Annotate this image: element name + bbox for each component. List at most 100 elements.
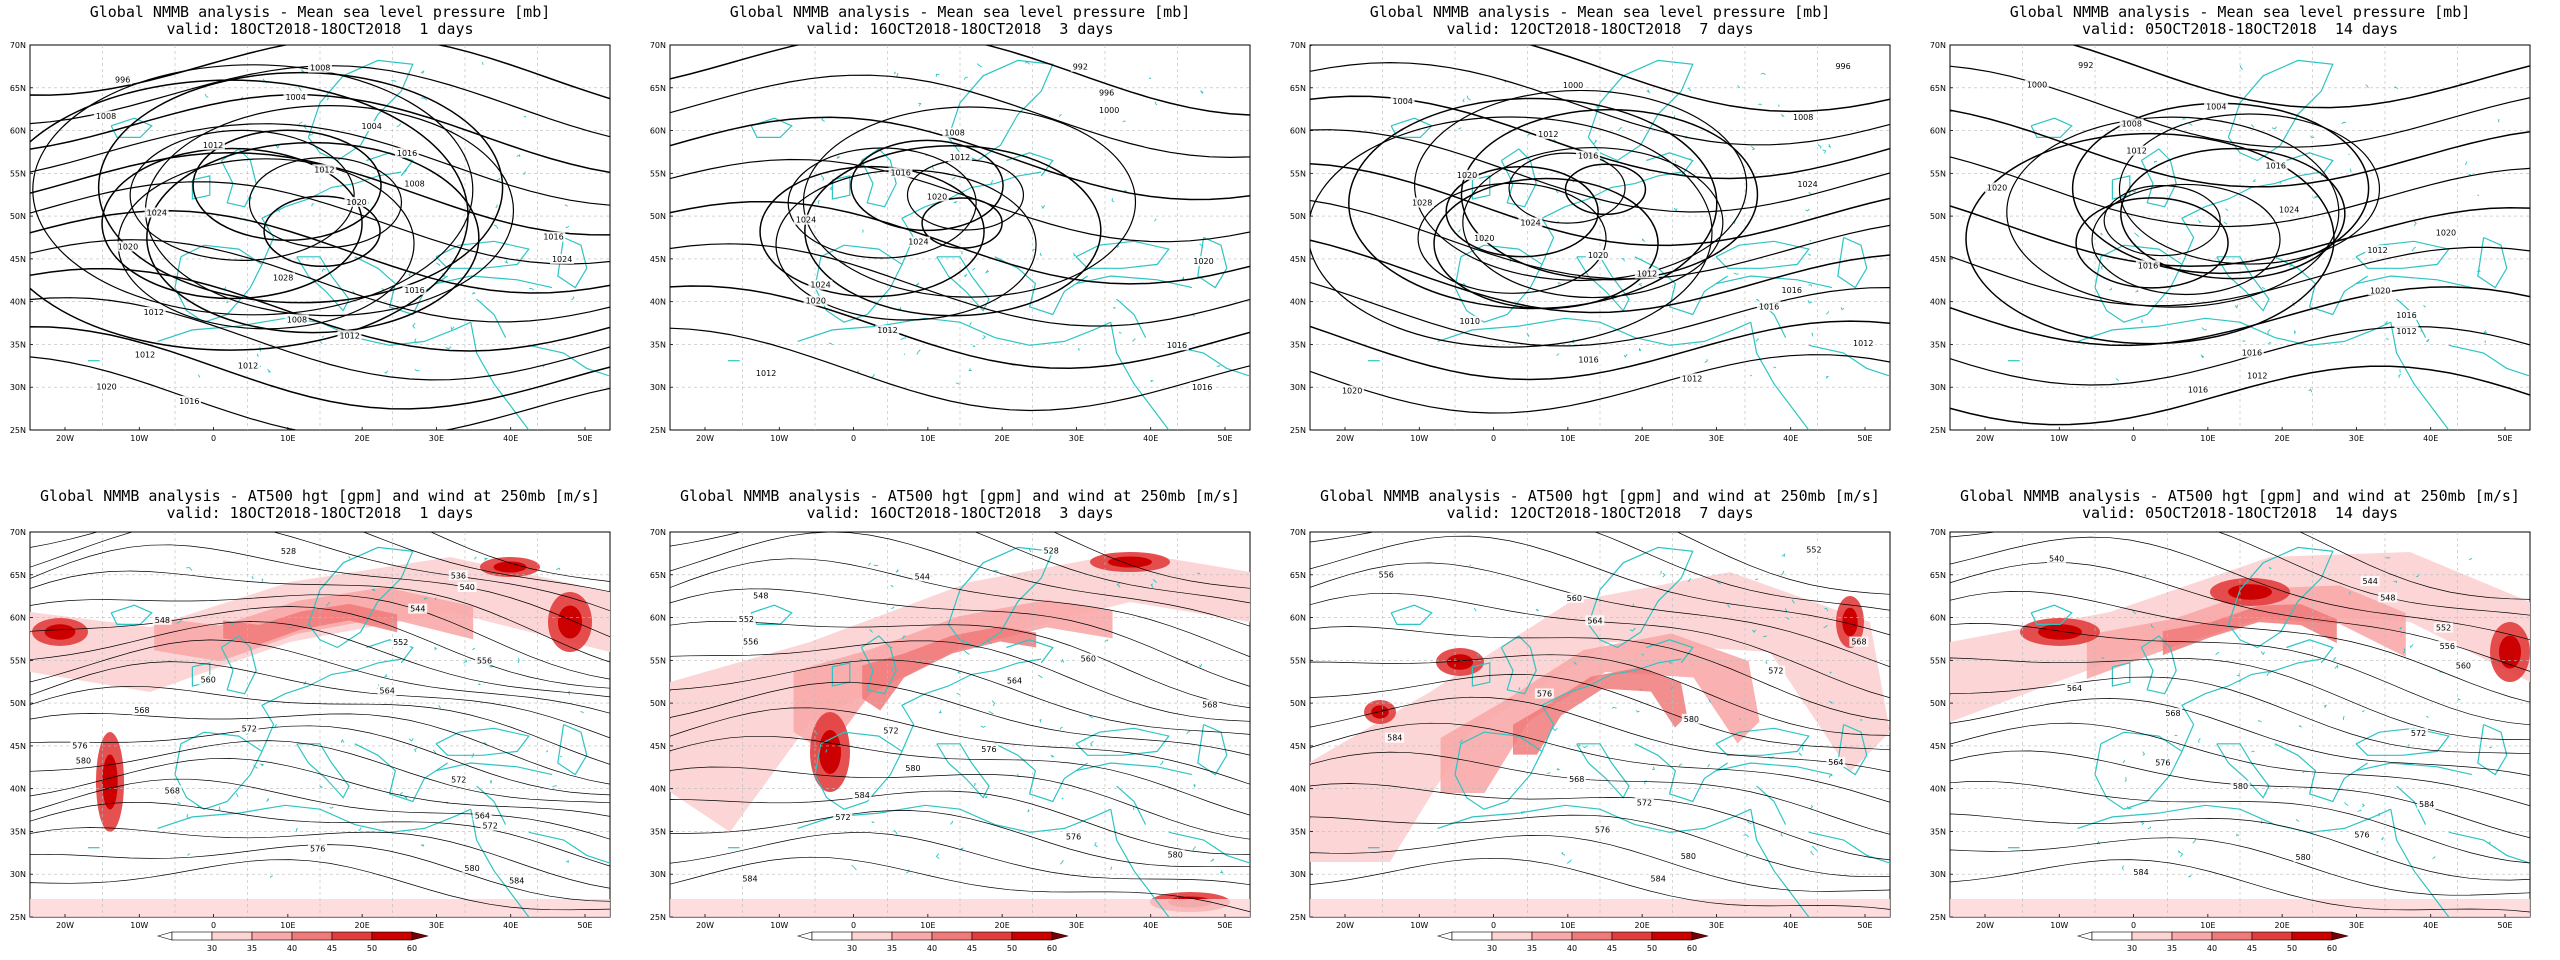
lon-tick-label: 20E <box>355 921 370 930</box>
contour-label: 1016 <box>1167 341 1187 350</box>
lat-tick-label: 70N <box>10 41 26 50</box>
contour-label: 576 <box>1537 689 1552 698</box>
contour-line <box>30 594 610 680</box>
colorbar-swatch <box>2171 931 2213 941</box>
lat-tick-label: 35N <box>1930 340 1946 349</box>
contour-line <box>1950 722 2530 807</box>
lat-tick-label: 50N <box>650 212 666 221</box>
colorbar-swatch <box>971 931 1013 941</box>
contour-label: 1016 <box>1759 302 1779 311</box>
contour-label: 572 <box>883 727 898 736</box>
lat-axis: 70N 65N 60N 55N 50N 45N 40N 35N 30N 25N <box>1290 41 1313 435</box>
panel-z500-1d: Global NMMB analysis - AT500 hgt [gpm] a… <box>0 484 640 960</box>
contour-line <box>670 588 1250 687</box>
coastlines <box>88 59 610 430</box>
lat-tick-label: 70N <box>10 528 26 537</box>
contour-lines <box>1310 532 1890 910</box>
lon-tick-label: 20W <box>1336 921 1354 930</box>
colorbar-label: 45 <box>1607 944 1617 953</box>
contour-label: 1020 <box>1474 234 1494 243</box>
lon-tick-label: 20W <box>1976 434 1994 443</box>
lat-tick-label: 55N <box>1930 656 1946 665</box>
contour-line <box>850 139 1004 232</box>
lat-tick-label: 30N <box>1930 870 1946 879</box>
colorbar-swatch <box>2091 931 2133 941</box>
colorbar-swatch <box>1651 931 1693 941</box>
lon-axis: 20W 10W 0 10E 20E 30E 40E 50E <box>1976 914 2513 930</box>
lon-tick-label: 50E <box>1217 434 1232 443</box>
contour-label: 1016 <box>543 233 563 242</box>
contour-labels: 992 1000 1004 1008 1012 1016 1020 1024 1020 1012 1… <box>1984 60 2458 395</box>
wind-colorbar: 30 35 40 45 50 60 <box>1436 931 1709 953</box>
lon-tick-label: 20W <box>1976 921 1994 930</box>
contour-label: 1020 <box>1457 171 1477 180</box>
contour-label: 992 <box>2078 61 2093 70</box>
contour-label: 1024 <box>908 238 928 247</box>
colorbar-label: 30 <box>1487 944 1497 953</box>
contour-label: 564 <box>475 811 490 820</box>
lat-tick-label: 35N <box>1290 340 1306 349</box>
contour-label: 1012 <box>756 369 776 378</box>
lat-axis: 70N 65N 60N 55N 50N 45N 40N 35N 30N 25N <box>10 528 33 922</box>
contour-label: 1020 <box>118 242 138 251</box>
lat-tick-label: 50N <box>1290 699 1306 708</box>
colorbar-label: 50 <box>2287 944 2297 953</box>
colorbar-label: 35 <box>2167 944 2177 953</box>
contour-label: 584 <box>855 791 870 800</box>
contour-label: 580 <box>76 756 91 765</box>
contour-label: 544 <box>2363 577 2378 586</box>
lon-tick-label: 10E <box>280 434 295 443</box>
contour-line <box>129 129 355 261</box>
lon-tick-label: 20W <box>696 921 714 930</box>
lon-tick-label: 40E <box>503 921 518 930</box>
colorbar-label: 50 <box>367 944 377 953</box>
panel-title: Global NMMB analysis - Mean sea level pr… <box>1920 4 2560 38</box>
colorbar-label: 60 <box>2327 944 2337 953</box>
contour-line <box>1417 182 1607 294</box>
lon-tick-label: 10E <box>1560 434 1575 443</box>
contour-line <box>30 239 610 323</box>
contour-line <box>1676 532 1890 595</box>
lat-tick-label: 40N <box>1930 785 1946 794</box>
contour-label: 552 <box>739 615 754 624</box>
contour-line <box>30 45 610 100</box>
lat-tick-label: 60N <box>1930 614 1946 623</box>
contour-label: 1008 <box>96 112 116 121</box>
contour-label: 1012 <box>950 153 970 162</box>
lat-tick-label: 65N <box>1930 84 1946 93</box>
colorbar-swatch <box>931 931 973 941</box>
lat-tick-label: 65N <box>10 571 26 580</box>
contour-line <box>1950 837 2530 896</box>
lon-tick-label: 30E <box>1069 434 1084 443</box>
contour-label: 568 <box>1569 775 1584 784</box>
lon-tick-label: 30E <box>429 434 444 443</box>
contour-label: 580 <box>905 764 920 773</box>
contour-line <box>1950 591 2530 703</box>
contour-line <box>670 74 1250 159</box>
contour-label: 1012 <box>1637 269 1657 278</box>
contour-label: 1024 <box>2279 206 2299 215</box>
panel-title: Global NMMB analysis - AT500 hgt [gpm] a… <box>1920 488 2560 522</box>
contour-line <box>30 639 610 714</box>
lat-tick-label: 30N <box>650 870 666 879</box>
contour-label: 1024 <box>796 216 816 225</box>
contour-label: 1008 <box>404 180 424 189</box>
contour-label: 996 <box>115 75 130 84</box>
colorbar-label: 45 <box>2247 944 2257 953</box>
lon-tick-label: 10E <box>1560 921 1575 930</box>
lon-tick-label: 30E <box>1709 434 1724 443</box>
contour-label: 572 <box>835 813 850 822</box>
lat-tick-label: 65N <box>1930 571 1946 580</box>
contour-label: 544 <box>410 605 425 614</box>
contour-labels: 992 996 1000 1008 1012 1016 1020 1024 1024 1020 10… <box>753 61 1216 392</box>
contour-line <box>30 356 610 430</box>
contour-line <box>804 145 1102 317</box>
contour-labels: 996 1000 1004 1008 1012 1016 1020 1024 1028 1024 1… <box>1339 60 1876 396</box>
panel-mslp-7d: Global NMMB analysis - Mean sea level pr… <box>1280 0 1920 484</box>
contour-line <box>2006 116 2340 308</box>
contour-line <box>1310 354 1890 414</box>
contour-labels: 528 536 540 544 548 552 556 560 564 568 572 576 580 5… <box>70 546 527 886</box>
panel-mslp-14d: Global NMMB analysis - Mean sea level pr… <box>1920 0 2560 484</box>
contour-label: 572 <box>242 724 257 733</box>
panel-z500-7d: Global NMMB analysis - AT500 hgt [gpm] a… <box>1280 484 1920 960</box>
